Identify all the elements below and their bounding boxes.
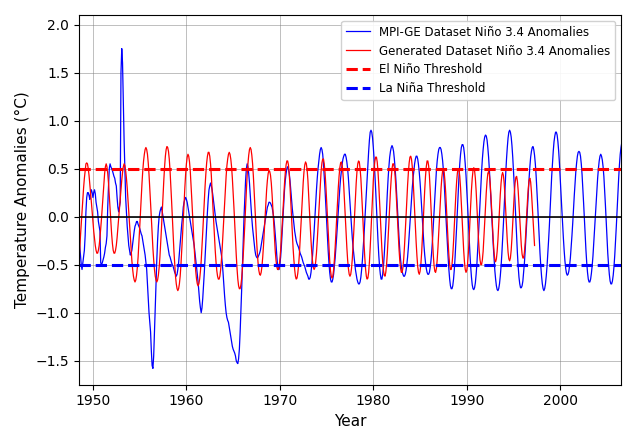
Generated Dataset Niño 3.4 Anomalies [480, 249, 487, 254]
MPI-GE Dataset Niño 3.4 Anomalies [624, 222, 632, 227]
Generated Dataset Niño 3.4 Anomalies [71, 267, 78, 272]
MPI-GE Dataset Niño 3.4 Anomalies [569, 221, 576, 226]
Line: Generated Dataset Niño 3.4 Anomalies: Generated Dataset Niño 3.4 Anomalies [74, 147, 534, 291]
MPI-GE Dataset Niño 3.4 Anomalies [118, 46, 125, 51]
Legend: MPI-GE Dataset Niño 3.4 Anomalies, Generated Dataset Niño 3.4 Anomalies, El Niño: MPI-GE Dataset Niño 3.4 Anomalies, Gener… [342, 21, 615, 100]
Generated Dataset Niño 3.4 Anomalies [174, 288, 182, 293]
Generated Dataset Niño 3.4 Anomalies [129, 267, 137, 272]
MPI-GE Dataset Niño 3.4 Anomalies [621, 159, 629, 165]
Y-axis label: Temperature Anomalies (°C): Temperature Anomalies (°C) [15, 91, 30, 308]
X-axis label: Year: Year [334, 414, 366, 429]
Generated Dataset Niño 3.4 Anomalies [163, 144, 170, 149]
MPI-GE Dataset Niño 3.4 Anomalies [305, 277, 312, 282]
MPI-GE Dataset Niño 3.4 Anomalies [149, 366, 156, 371]
MPI-GE Dataset Niño 3.4 Anomalies [71, 233, 78, 238]
MPI-GE Dataset Niño 3.4 Anomalies [139, 238, 147, 243]
Generated Dataset Niño 3.4 Anomalies [530, 243, 538, 248]
Generated Dataset Niño 3.4 Anomalies [190, 245, 198, 250]
Generated Dataset Niño 3.4 Anomalies [201, 183, 209, 189]
Generated Dataset Niño 3.4 Anomalies [446, 262, 453, 267]
Line: MPI-GE Dataset Niño 3.4 Anomalies: MPI-GE Dataset Niño 3.4 Anomalies [74, 48, 628, 369]
Generated Dataset Niño 3.4 Anomalies [123, 185, 131, 190]
MPI-GE Dataset Niño 3.4 Anomalies [471, 285, 478, 290]
MPI-GE Dataset Niño 3.4 Anomalies [464, 219, 472, 224]
